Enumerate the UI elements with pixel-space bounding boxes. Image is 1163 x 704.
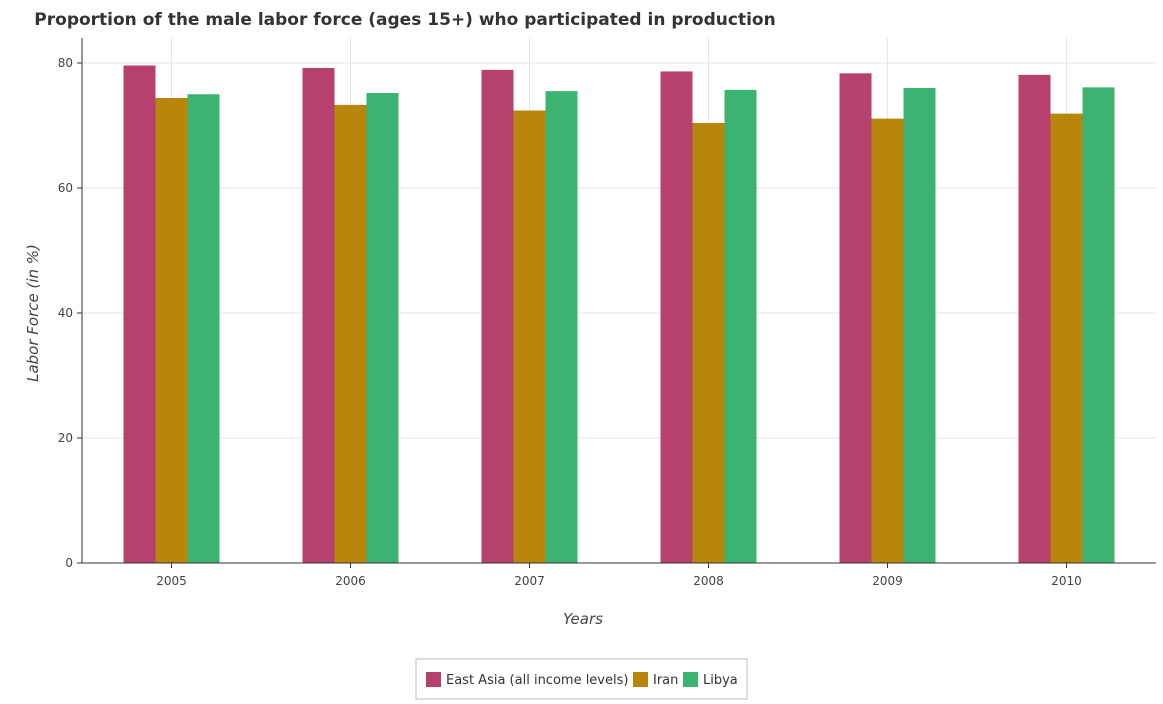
axes-layer: 0 20 40 60 80 2005 2006 2007 2008 2009 2010 — [58, 38, 1156, 588]
x-axis-label: Years — [563, 610, 603, 628]
legend-label: Iran — [653, 673, 678, 688]
legend-label: Libya — [703, 673, 738, 688]
bar-libya-2009 — [903, 88, 936, 563]
x-tick-label: 2005 — [156, 574, 187, 588]
x-tick-label: 2009 — [872, 574, 903, 588]
grid-layer — [82, 38, 1156, 564]
bar-east-asia-all-income-levels-2010 — [1018, 74, 1051, 563]
legend-swatch — [426, 672, 441, 687]
y-tick-label: 80 — [58, 56, 73, 70]
legend-label: East Asia (all income levels) — [446, 673, 628, 688]
bar-iran-2008 — [692, 123, 725, 563]
bar-east-asia-all-income-levels-2007 — [481, 69, 514, 563]
y-axis-label: Labor Force (in %) — [24, 244, 42, 382]
y-tick-label: 0 — [65, 556, 73, 570]
bar-libya-2010 — [1082, 87, 1115, 563]
bar-east-asia-all-income-levels-2008 — [660, 71, 693, 563]
y-tick-label: 60 — [58, 181, 73, 195]
x-tick-label: 2008 — [693, 574, 724, 588]
bar-iran-2010 — [1050, 113, 1083, 563]
y-tick-label: 20 — [58, 431, 73, 445]
x-tick-label: 2006 — [335, 574, 366, 588]
bar-libya-2005 — [187, 94, 220, 563]
bars-layer — [123, 65, 1115, 563]
bar-east-asia-all-income-levels-2009 — [839, 73, 872, 563]
bar-libya-2006 — [366, 93, 399, 563]
bar-iran-2007 — [513, 110, 546, 563]
y-tick-label: 40 — [58, 306, 73, 320]
bar-iran-2006 — [334, 104, 367, 563]
bar-east-asia-all-income-levels-2006 — [302, 68, 335, 563]
bar-east-asia-all-income-levels-2005 — [123, 65, 156, 563]
bar-libya-2008 — [724, 89, 757, 563]
legend-swatch — [633, 672, 648, 687]
x-tick-label: 2007 — [514, 574, 545, 588]
x-tick-label: 2010 — [1051, 574, 1082, 588]
bar-iran-2005 — [155, 98, 188, 563]
chart-title: Proportion of the male labor force (ages… — [34, 10, 775, 30]
bar-libya-2007 — [545, 91, 578, 563]
legend-items: East Asia (all income levels) Iran Libya — [426, 672, 738, 688]
bar-iran-2009 — [871, 118, 904, 563]
legend-swatch — [683, 672, 698, 687]
legend: East Asia (all income levels) Iran Libya — [415, 658, 748, 700]
